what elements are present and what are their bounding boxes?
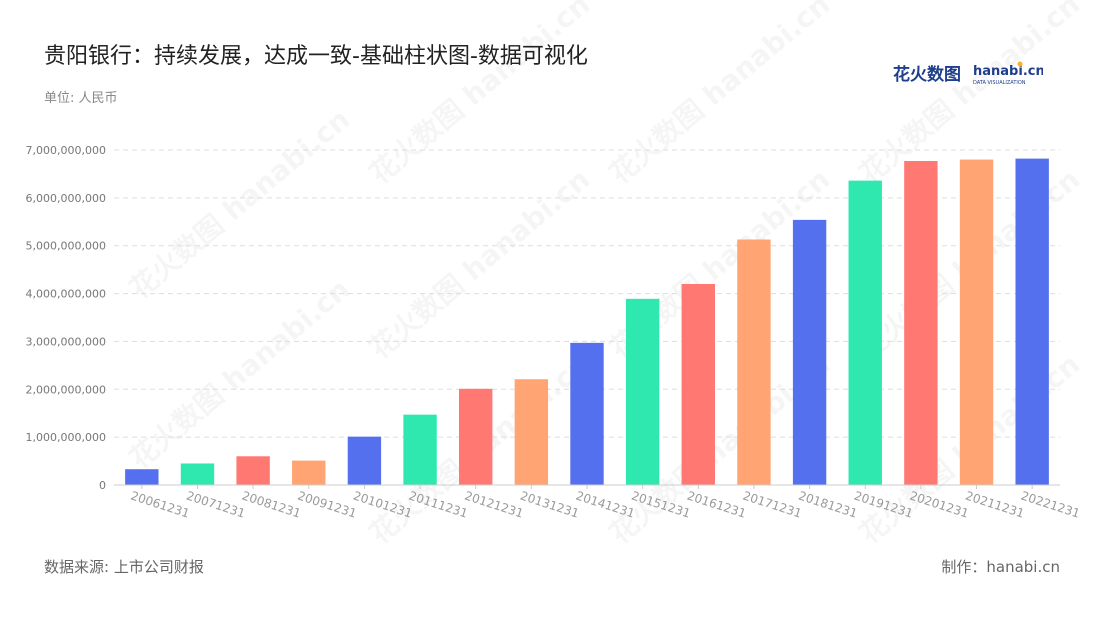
bar-20061231 [125, 469, 159, 485]
logo-tagline: DATA VISUALIZATION [973, 80, 1026, 86]
bar-20081231 [236, 456, 270, 485]
watermark-text: 花火数图 hanabi.cn [603, 0, 836, 190]
chart-title: 贵阳银行：持续发展，达成一致-基础柱状图-数据可视化 [44, 44, 588, 69]
y-tick-label: 5,000,000,000 [26, 240, 106, 253]
watermark-text: 花火数图 hanabi.cn [363, 163, 596, 366]
y-tick-label: 0 [99, 479, 106, 492]
hanabi-logo: 花火数图 hanabi.cn DATA VISUALIZATION [893, 61, 1043, 86]
watermark-text: 花火数图 hanabi.cn [123, 103, 356, 306]
x-tick-label: 20091231 [296, 489, 358, 521]
logo-spark-icon [1017, 61, 1023, 67]
unit-label: 单位: 人民币 [44, 91, 118, 106]
y-tick-label: 1,000,000,000 [26, 431, 106, 444]
x-tick-label: 20071231 [185, 489, 247, 521]
bar-20141231 [570, 342, 604, 485]
bar-20091231 [292, 460, 326, 485]
data-source: 数据来源: 上市公司财报 [44, 558, 204, 576]
x-tick-label: 20221231 [1019, 489, 1081, 521]
bar-20191231 [848, 180, 882, 485]
bar-20151231 [625, 298, 660, 485]
y-tick-label: 6,000,000,000 [26, 192, 106, 205]
credit-label: 制作：hanabi.cn [941, 558, 1060, 576]
logo-cn-text: 花火数图 [893, 64, 961, 85]
y-tick-label: 4,000,000,000 [26, 288, 106, 301]
x-tick-label: 20171231 [741, 489, 803, 521]
x-tick-label: 20081231 [240, 489, 302, 521]
bar-20221231 [1015, 158, 1049, 485]
watermark-text: 花火数图 hanabi.cn [363, 0, 596, 190]
y-axis: 0 1,000,000,000 2,000,000,000 3,000,000,000… [26, 144, 106, 492]
bar-20181231 [792, 219, 827, 485]
y-tick-label: 7,000,000,000 [26, 144, 106, 157]
watermark-text: 花火数图 hanabi.cn [123, 273, 356, 476]
x-tick-label: 20131231 [518, 489, 580, 521]
y-tick-label: 2,000,000,000 [26, 383, 106, 396]
x-tick-label: 20211231 [964, 489, 1026, 521]
bar-20211231 [959, 159, 994, 486]
bar-20171231 [737, 239, 771, 485]
bar-20201231 [904, 161, 938, 485]
logo-en-text: hanabi.cn [973, 64, 1043, 79]
bars [125, 158, 1049, 486]
bar-20111231 [403, 414, 437, 485]
x-tick-label: 20061231 [129, 489, 191, 521]
bar-20121231 [459, 388, 493, 485]
bar-20131231 [514, 379, 549, 485]
bar-20071231 [180, 463, 215, 485]
bar-20161231 [681, 284, 715, 485]
x-tick-label: 20141231 [574, 489, 636, 521]
y-tick-label: 3,000,000,000 [26, 335, 106, 348]
bar-20101231 [347, 436, 382, 485]
x-tick-label: 20161231 [685, 489, 747, 521]
x-tick-label: 20121231 [463, 489, 525, 521]
x-tick-label: 20181231 [797, 489, 859, 521]
